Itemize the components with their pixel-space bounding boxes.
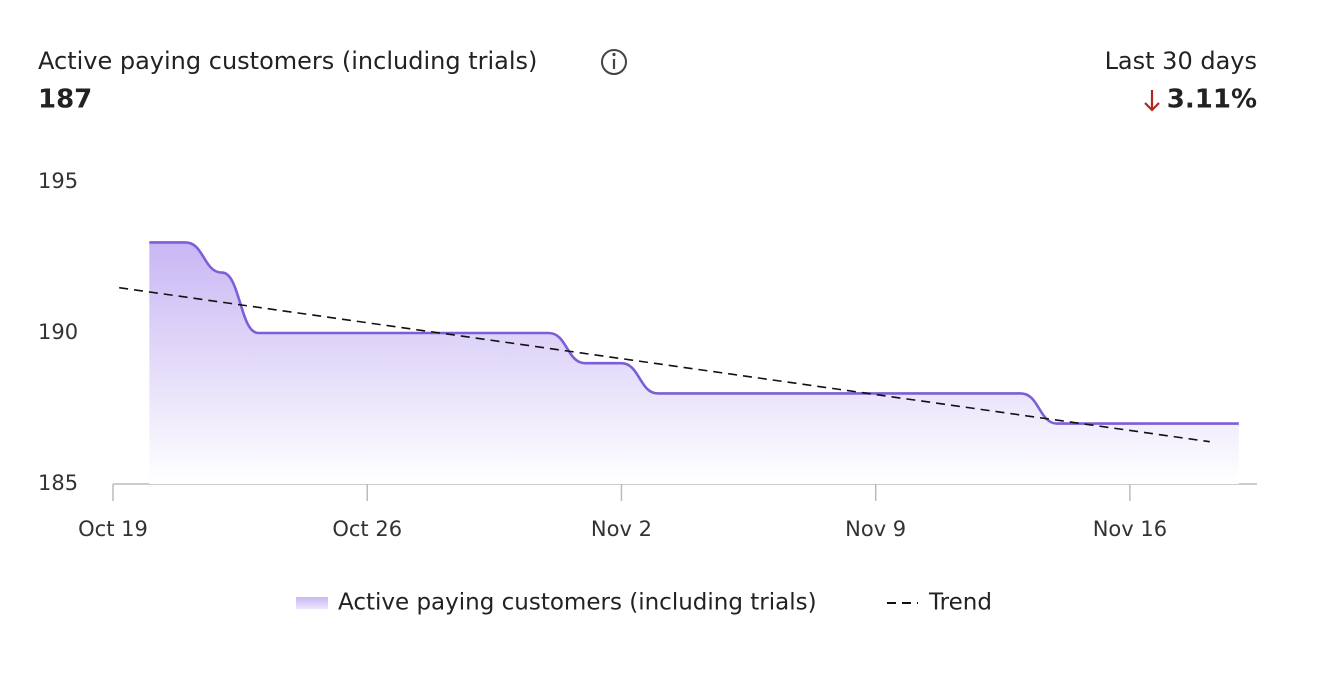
down-arrow bbox=[1144, 90, 1160, 112]
x-tick-label: Nov 2 bbox=[591, 517, 652, 541]
info-icon[interactable] bbox=[601, 49, 627, 75]
metric-value: 187 bbox=[38, 85, 92, 115]
plot: 185 190 195 Oct 19 Oct 26 Nov 2 Nov 9 Nov 16 bbox=[38, 169, 1257, 541]
y-tick-label: 195 bbox=[38, 169, 78, 193]
line bbox=[149, 241, 1239, 425]
y-tick-label: 185 bbox=[38, 471, 78, 495]
x-tick-label: Nov 9 bbox=[845, 517, 906, 541]
legend: Active paying customers (including trial… bbox=[296, 590, 992, 616]
x-tick-label: Nov 16 bbox=[1093, 517, 1167, 541]
legend-label: Trend bbox=[928, 590, 992, 616]
legend-swatch bbox=[296, 597, 328, 609]
period-label: Last 30 days bbox=[1105, 47, 1257, 75]
trend-line bbox=[119, 286, 1210, 443]
legend-label: Active paying customers (including trial… bbox=[338, 590, 817, 616]
change-value: 3.11% bbox=[1167, 85, 1257, 115]
y-tick-label: 190 bbox=[38, 320, 78, 344]
x-tick-label: Oct 19 bbox=[78, 517, 148, 541]
area bbox=[149, 242, 1239, 484]
x-tick-label: Oct 26 bbox=[332, 517, 402, 541]
chart-title: Active paying customers (including trial… bbox=[38, 47, 537, 75]
